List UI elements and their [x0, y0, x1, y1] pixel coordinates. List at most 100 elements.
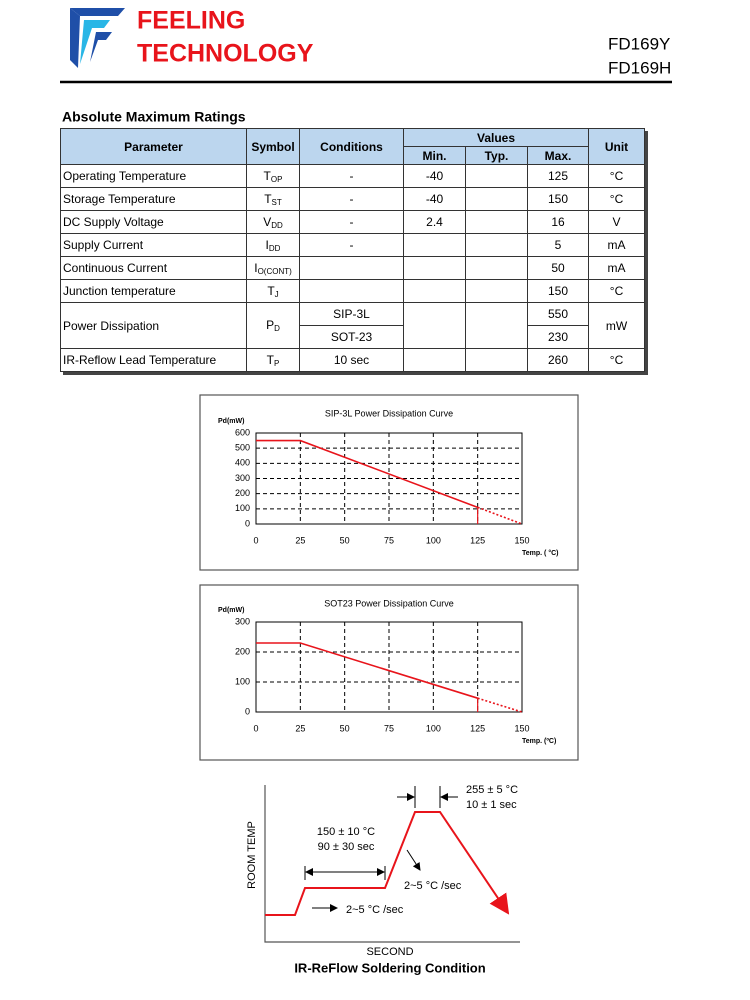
min-cell: 2.4 [403, 210, 466, 234]
header-cell: Values [403, 128, 589, 147]
max-cell: 5 [527, 233, 589, 257]
unit-cell: mW [588, 302, 645, 349]
y-tick-label: 200 [235, 488, 250, 498]
table-row: Continuous Current IO(CONT) 50 mA [60, 256, 645, 280]
header-cell: Unit [588, 128, 645, 165]
unit-cell: °C [588, 348, 645, 372]
typ-cell [465, 187, 528, 211]
chart-title: SOT23 Power Dissipation Curve [324, 598, 454, 608]
symbol-subscript: J [274, 289, 279, 299]
axis-label: ROOM TEMP [246, 821, 258, 889]
symbol-subscript: D [274, 324, 280, 333]
table-row: Power Dissipation PD SIP-3L 550 mW [60, 302, 645, 349]
symbol-cell: IDD [246, 233, 300, 257]
symbol-cell: TP [246, 348, 300, 372]
parameter-cell: Continuous Current [60, 256, 247, 280]
typ-cell [465, 302, 528, 349]
conditions-cell: - [299, 164, 404, 188]
annotation: 10 ± 1 sec [466, 799, 517, 811]
max-cell: 150 [527, 187, 589, 211]
parameter-cell: Storage Temperature [60, 187, 247, 211]
annotation: 150 ± 10 °C [317, 826, 375, 838]
parameter-cell: IR-Reflow Lead Temperature [60, 348, 247, 372]
x-tick-label: 150 [514, 723, 529, 733]
typ-cell [465, 164, 528, 188]
table-body: Operating Temperature TOP - -40 125 °C Storage… [60, 164, 645, 372]
symbol-cell: IO(CONT) [246, 256, 300, 280]
symbol-cell: TJ [246, 279, 300, 303]
symbol: T [266, 352, 274, 367]
curve-line [256, 439, 478, 509]
section-title: Absolute Maximum Ratings [62, 109, 246, 125]
symbol: I [254, 260, 258, 275]
annotation: 2~5 °C /sec [346, 904, 404, 916]
table-row: Operating Temperature TOP - -40 125 °C [60, 164, 645, 188]
x-tick-label: 125 [470, 535, 485, 545]
plot-border [255, 621, 523, 713]
min-cell [403, 279, 466, 303]
conditions-cell: - [299, 187, 404, 211]
conditions-cell: - [299, 210, 404, 234]
unit-cell: mA [588, 233, 645, 257]
symbol-subscript: DD [271, 220, 283, 230]
max-cell: 50 [527, 256, 589, 280]
unit-cell: °C [588, 279, 645, 303]
max-cell: 260 [527, 348, 589, 372]
y-axis-label: Pd(mW) [218, 607, 244, 614]
table-row: Junction temperature TJ 150 °C [60, 279, 645, 303]
y-tick-label: 100 [235, 503, 250, 513]
parameter-cell: Junction temperature [60, 279, 247, 303]
y-axis-label: Pd(mW) [218, 418, 244, 425]
symbol: V [263, 214, 272, 229]
table-row: IR-Reflow Lead Temperature TP 10 sec 260 °C [60, 348, 645, 372]
conditions-cell [299, 279, 404, 303]
header-cell: Symbol [246, 128, 300, 165]
ramp-arrow [406, 849, 421, 871]
symbol-subscript: OP [270, 174, 283, 184]
symbol-subscript: ST [271, 197, 282, 207]
x-tick-label: 150 [514, 535, 529, 545]
header-cell: Conditions [299, 128, 404, 165]
y-tick-label: 200 [235, 646, 250, 656]
symbol-subscript: P [274, 358, 280, 368]
reflow-profile [265, 811, 510, 916]
logo-text: TECHNOLOGY [137, 40, 314, 68]
ratings-table: Parameter Symbol Conditions Values Unit … [60, 128, 645, 372]
unit-cell: °C [588, 164, 645, 188]
caption: IR-ReFlow Soldering Condition [294, 960, 485, 975]
symbol: T [267, 283, 275, 298]
y-tick-label: 300 [235, 616, 250, 626]
parameter-cell: Operating Temperature [60, 164, 247, 188]
conditions-cell [299, 256, 404, 280]
typ-cell [465, 348, 528, 372]
symbol-cell: TOP [246, 164, 300, 188]
header-cell: Typ. [465, 146, 528, 165]
x-axis-label: Temp. ( °C) [522, 549, 559, 557]
max-cell: 16 [527, 210, 589, 234]
header-cell: Parameter [60, 128, 247, 165]
symbol-subscript: O(CONT) [257, 266, 292, 276]
x-tick-label: 25 [295, 535, 305, 545]
min-cell [403, 233, 466, 257]
symbol: T [264, 191, 272, 206]
x-tick-label: 50 [340, 535, 350, 545]
max-cell: 230 [527, 325, 589, 349]
y-tick-label: 100 [235, 676, 250, 686]
x-tick-label: 25 [295, 723, 305, 733]
min-cell [403, 256, 466, 280]
min-cell: -40 [403, 164, 466, 188]
conditions-cell: SIP-3L [299, 302, 404, 326]
logo [70, 8, 125, 68]
axis-label: SECOND [366, 946, 413, 958]
parameter-cell: Power Dissipation [60, 302, 247, 349]
y-tick-label: 0 [245, 706, 250, 716]
x-tick-label: 50 [340, 723, 350, 733]
x-tick-label: 0 [253, 723, 258, 733]
x-tick-label: 75 [384, 535, 394, 545]
min-cell [403, 348, 466, 372]
max-cell: 550 [527, 302, 589, 326]
symbol: P [266, 318, 275, 332]
conditions-cell: SOT-23 [299, 325, 404, 349]
typ-cell [465, 210, 528, 234]
